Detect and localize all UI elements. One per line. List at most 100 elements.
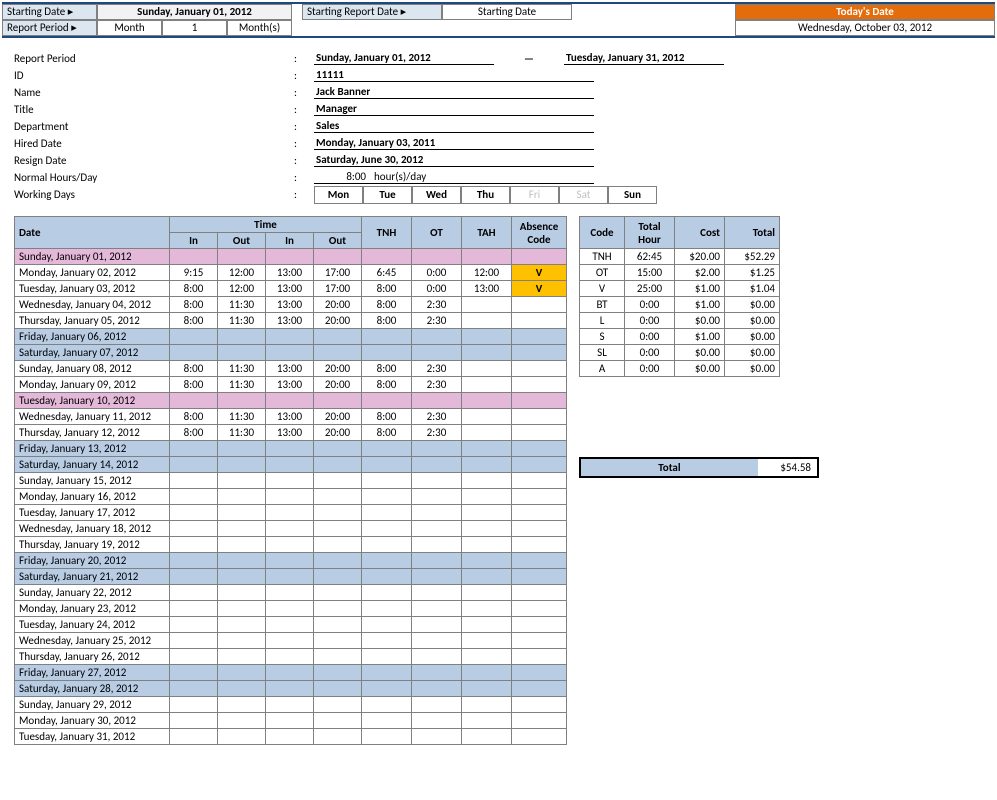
cell[interactable] bbox=[412, 489, 462, 505]
cell[interactable] bbox=[314, 585, 362, 601]
cell[interactable]: V bbox=[512, 281, 567, 297]
cell[interactable]: Saturday, January 07, 2012 bbox=[15, 345, 170, 361]
cell[interactable]: Thursday, January 26, 2012 bbox=[15, 649, 170, 665]
cell[interactable] bbox=[362, 441, 412, 457]
cell[interactable] bbox=[218, 617, 266, 633]
cell[interactable] bbox=[362, 649, 412, 665]
cell[interactable] bbox=[170, 601, 218, 617]
cell[interactable] bbox=[218, 697, 266, 713]
cell[interactable] bbox=[512, 537, 567, 553]
cell[interactable] bbox=[412, 585, 462, 601]
cell[interactable]: 8:00 bbox=[170, 425, 218, 441]
cell[interactable]: 13:00 bbox=[266, 313, 314, 329]
cell[interactable] bbox=[412, 665, 462, 681]
cell[interactable] bbox=[266, 553, 314, 569]
cell[interactable]: 8:00 bbox=[362, 425, 412, 441]
cell[interactable] bbox=[314, 601, 362, 617]
cell[interactable] bbox=[218, 457, 266, 473]
cell[interactable] bbox=[412, 697, 462, 713]
cell[interactable]: 6:45 bbox=[362, 265, 412, 281]
cell[interactable]: Sunday, January 15, 2012 bbox=[15, 473, 170, 489]
cell[interactable] bbox=[266, 697, 314, 713]
cell[interactable] bbox=[314, 697, 362, 713]
cell[interactable]: 2:30 bbox=[412, 377, 462, 393]
cell[interactable] bbox=[462, 329, 512, 345]
cell[interactable]: Tuesday, January 10, 2012 bbox=[15, 393, 170, 409]
cell[interactable] bbox=[266, 457, 314, 473]
cell[interactable]: 20:00 bbox=[314, 409, 362, 425]
cell[interactable] bbox=[362, 345, 412, 361]
cell[interactable] bbox=[412, 329, 462, 345]
cell[interactable] bbox=[512, 585, 567, 601]
cell[interactable] bbox=[512, 505, 567, 521]
cell[interactable] bbox=[314, 649, 362, 665]
cell[interactable] bbox=[512, 617, 567, 633]
cell[interactable] bbox=[512, 377, 567, 393]
cell[interactable] bbox=[462, 697, 512, 713]
cell[interactable]: 11:30 bbox=[218, 297, 266, 313]
cell[interactable] bbox=[462, 649, 512, 665]
cell[interactable]: 8:00 bbox=[362, 377, 412, 393]
cell[interactable]: 17:00 bbox=[314, 281, 362, 297]
cell[interactable] bbox=[314, 713, 362, 729]
cell[interactable] bbox=[314, 617, 362, 633]
cell[interactable] bbox=[512, 489, 567, 505]
cell[interactable]: Wednesday, January 18, 2012 bbox=[15, 521, 170, 537]
working-day-sun[interactable]: Sun bbox=[608, 186, 657, 204]
working-day-wed[interactable]: Wed bbox=[412, 186, 461, 204]
cell[interactable] bbox=[170, 521, 218, 537]
cell[interactable] bbox=[512, 409, 567, 425]
cell[interactable] bbox=[362, 473, 412, 489]
cell[interactable] bbox=[266, 585, 314, 601]
cell[interactable] bbox=[462, 345, 512, 361]
period-type[interactable]: Month bbox=[97, 20, 162, 36]
cell[interactable]: 8:00 bbox=[362, 297, 412, 313]
cell[interactable] bbox=[512, 297, 567, 313]
cell[interactable] bbox=[462, 601, 512, 617]
cell[interactable] bbox=[314, 521, 362, 537]
cell[interactable]: 12:00 bbox=[218, 281, 266, 297]
cell[interactable]: 2:30 bbox=[412, 297, 462, 313]
cell[interactable]: 11:30 bbox=[218, 313, 266, 329]
cell[interactable] bbox=[462, 537, 512, 553]
starting-report-value[interactable]: Starting Date bbox=[442, 4, 572, 20]
cell[interactable] bbox=[362, 585, 412, 601]
cell[interactable] bbox=[218, 665, 266, 681]
cell[interactable] bbox=[462, 617, 512, 633]
cell[interactable] bbox=[218, 601, 266, 617]
cell[interactable] bbox=[170, 681, 218, 697]
cell[interactable] bbox=[512, 457, 567, 473]
cell[interactable] bbox=[412, 521, 462, 537]
cell[interactable] bbox=[218, 649, 266, 665]
cell[interactable] bbox=[412, 617, 462, 633]
cell[interactable]: 11:30 bbox=[218, 425, 266, 441]
cell[interactable] bbox=[314, 505, 362, 521]
cell[interactable]: Tuesday, January 31, 2012 bbox=[15, 729, 170, 745]
cell[interactable] bbox=[512, 249, 567, 265]
cell[interactable] bbox=[218, 473, 266, 489]
cell[interactable] bbox=[170, 473, 218, 489]
cell[interactable] bbox=[170, 249, 218, 265]
cell[interactable]: V bbox=[512, 265, 567, 281]
cell[interactable]: Tuesday, January 24, 2012 bbox=[15, 617, 170, 633]
cell[interactable] bbox=[512, 345, 567, 361]
cell[interactable]: 8:00 bbox=[362, 409, 412, 425]
cell[interactable] bbox=[462, 729, 512, 745]
cell[interactable] bbox=[314, 553, 362, 569]
cell[interactable]: Tuesday, January 17, 2012 bbox=[15, 505, 170, 521]
cell[interactable] bbox=[218, 345, 266, 361]
cell[interactable]: Monday, January 09, 2012 bbox=[15, 377, 170, 393]
cell[interactable] bbox=[266, 393, 314, 409]
cell[interactable] bbox=[266, 729, 314, 745]
cell[interactable] bbox=[314, 345, 362, 361]
cell[interactable] bbox=[314, 457, 362, 473]
cell[interactable]: 13:00 bbox=[266, 409, 314, 425]
cell[interactable] bbox=[362, 505, 412, 521]
cell[interactable] bbox=[362, 569, 412, 585]
cell[interactable] bbox=[170, 329, 218, 345]
working-day-tue[interactable]: Tue bbox=[363, 186, 412, 204]
cell[interactable] bbox=[170, 457, 218, 473]
cell[interactable]: Thursday, January 19, 2012 bbox=[15, 537, 170, 553]
cell[interactable]: Friday, January 27, 2012 bbox=[15, 665, 170, 681]
cell[interactable] bbox=[314, 729, 362, 745]
